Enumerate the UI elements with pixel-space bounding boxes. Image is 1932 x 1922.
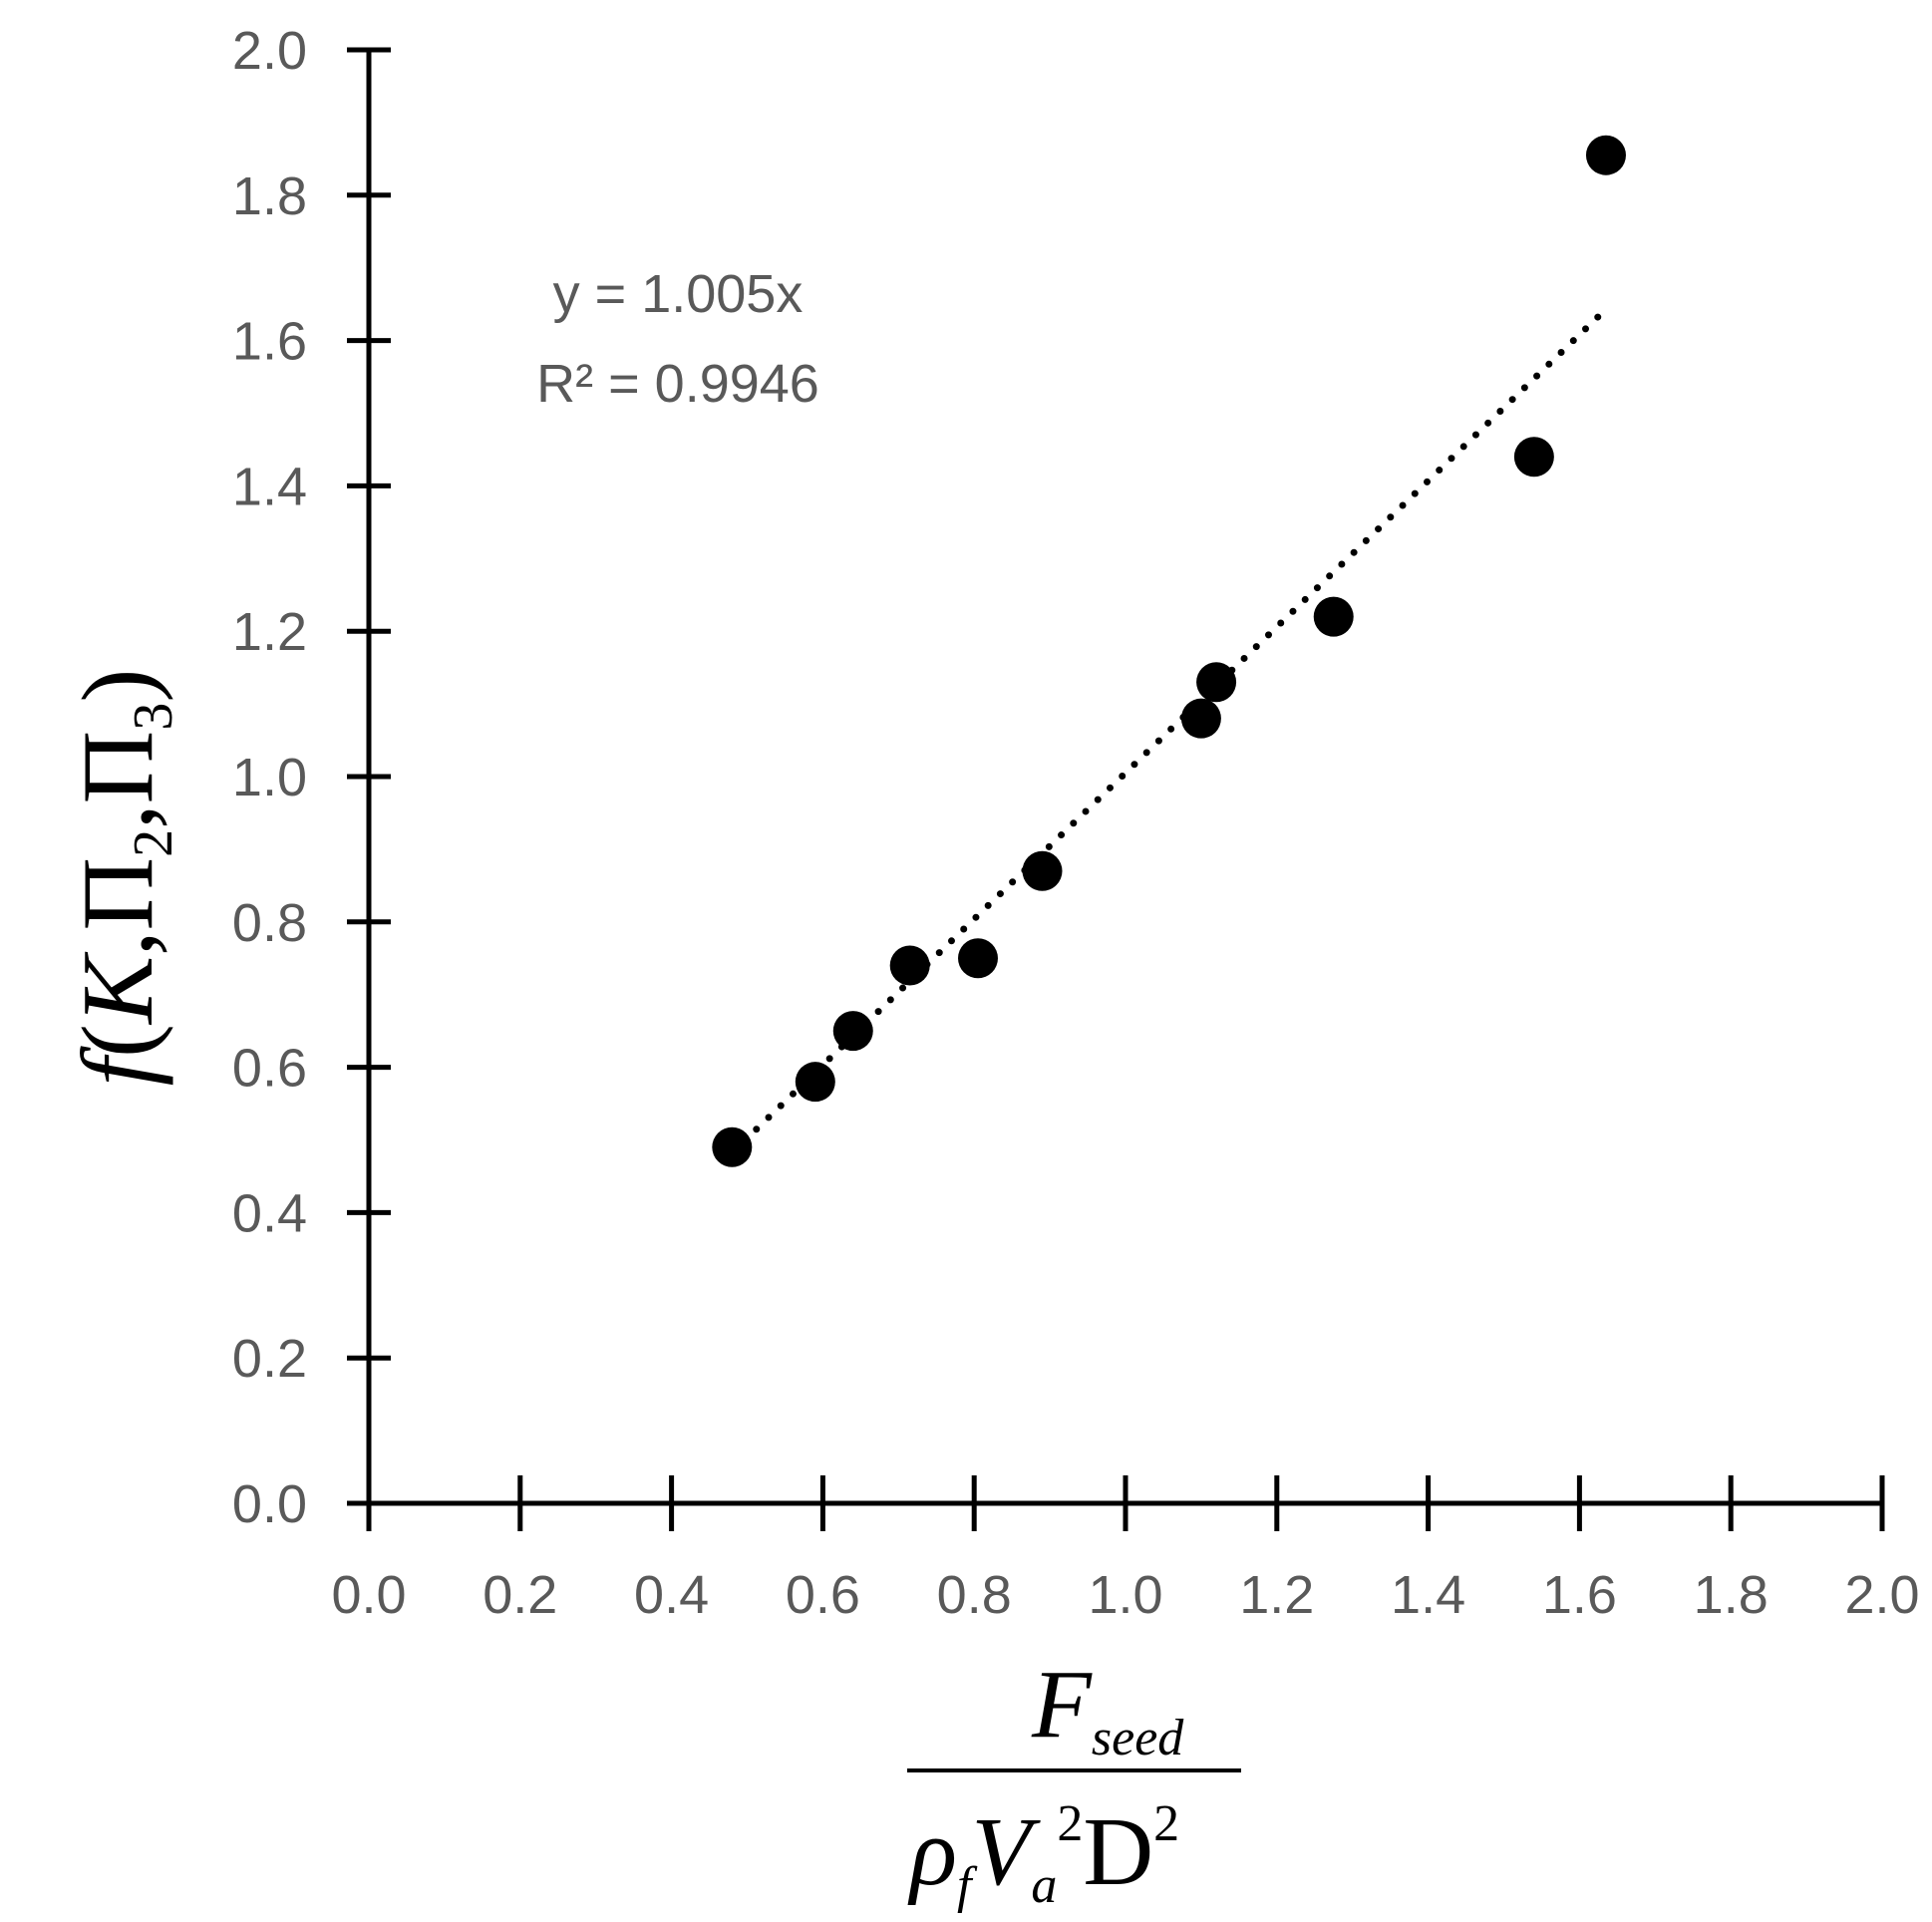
x-tick-label: 0.4 — [634, 1565, 709, 1625]
y-label-close-paren: ) — [62, 669, 174, 703]
x-tick-label: 0.8 — [937, 1565, 1012, 1625]
y-tick-label: 1.4 — [232, 457, 307, 516]
y-label-pi-1-sub: 2 — [123, 829, 184, 857]
y-label-pi-2: Π — [62, 731, 174, 804]
x-label-numerator-sub: seed — [1092, 1710, 1184, 1766]
trendline — [728, 305, 1610, 1156]
data-point — [832, 1011, 873, 1052]
x-tick-label: 0.2 — [483, 1565, 557, 1625]
x-tick-label: 1.0 — [1088, 1565, 1162, 1625]
data-point — [1513, 437, 1554, 478]
data-point — [1585, 135, 1626, 175]
data-point — [712, 1126, 753, 1167]
data-point — [889, 945, 930, 986]
x-tick-label: 1.2 — [1239, 1565, 1314, 1625]
y-label-pi-1: Π — [62, 857, 174, 931]
y-label-k: K — [62, 951, 174, 1026]
x-tick-label: 1.4 — [1391, 1565, 1465, 1625]
y-tick-label: 0.2 — [232, 1329, 307, 1389]
x-label-numerator: F — [1031, 1651, 1093, 1759]
y-tick-label: 1.0 — [232, 748, 307, 807]
y-tick-label: 1.6 — [232, 312, 307, 372]
y-tick-label: 1.2 — [232, 602, 307, 662]
data-point — [957, 938, 998, 979]
trendline-layer — [728, 305, 1610, 1156]
x-label-d-sup: 2 — [1153, 1795, 1179, 1852]
data-point — [1180, 698, 1221, 739]
y-tick-label: 1.8 — [232, 166, 307, 226]
svg-text:Fseed: Fseed — [1031, 1651, 1184, 1766]
x-tick-label: 1.8 — [1694, 1565, 1769, 1625]
y-tick-label: 0.6 — [232, 1039, 307, 1099]
y-label-pi-2-sub: 3 — [123, 703, 184, 731]
svg-text:f(K,Π2,Π3): f(K,Π2,Π3) — [62, 669, 184, 1087]
axes-layer: 0.0 0.2 0.4 0.6 0.8 1.0 1.2 1.4 1.6 1.8 2.0 0.0 0.2 0… — [232, 21, 1920, 1625]
data-point — [1196, 662, 1237, 703]
trendline-equation: y = 1.005x — [553, 264, 804, 324]
points-layer — [712, 135, 1626, 1167]
x-label-v-sup: 2 — [1057, 1795, 1083, 1852]
x-tick-label: 0.6 — [786, 1565, 860, 1625]
x-label-v-sub: a — [1031, 1857, 1057, 1914]
x-tick-label: 1.6 — [1542, 1565, 1617, 1625]
y-tick-label: 0.4 — [232, 1183, 307, 1243]
trendline-r-squared: R² = 0.9946 — [536, 354, 819, 414]
svg-text:ρfVa2D2: ρfVa2D2 — [907, 1795, 1179, 1914]
y-axis-label: f(K,Π2,Π3) — [62, 669, 184, 1087]
y-label-comma-2: , — [62, 803, 174, 829]
y-tick-label: 2.0 — [232, 21, 307, 81]
x-tick-label: 0.0 — [331, 1565, 406, 1625]
y-tick-label: 0.0 — [232, 1474, 307, 1534]
x-label-v: V — [972, 1798, 1042, 1906]
x-tick-label: 2.0 — [1844, 1565, 1919, 1625]
data-point — [1022, 850, 1063, 891]
y-label-comma-1: , — [62, 930, 174, 956]
x-label-d: D — [1083, 1798, 1153, 1906]
x-label-rho: ρ — [907, 1798, 957, 1906]
data-point — [1313, 596, 1354, 637]
x-axis-label: Fseed ρfVa2D2 — [907, 1651, 1241, 1914]
y-tick-label: 0.8 — [232, 893, 307, 953]
y-label-open-paren: ( — [62, 1024, 174, 1058]
data-point — [795, 1062, 835, 1103]
